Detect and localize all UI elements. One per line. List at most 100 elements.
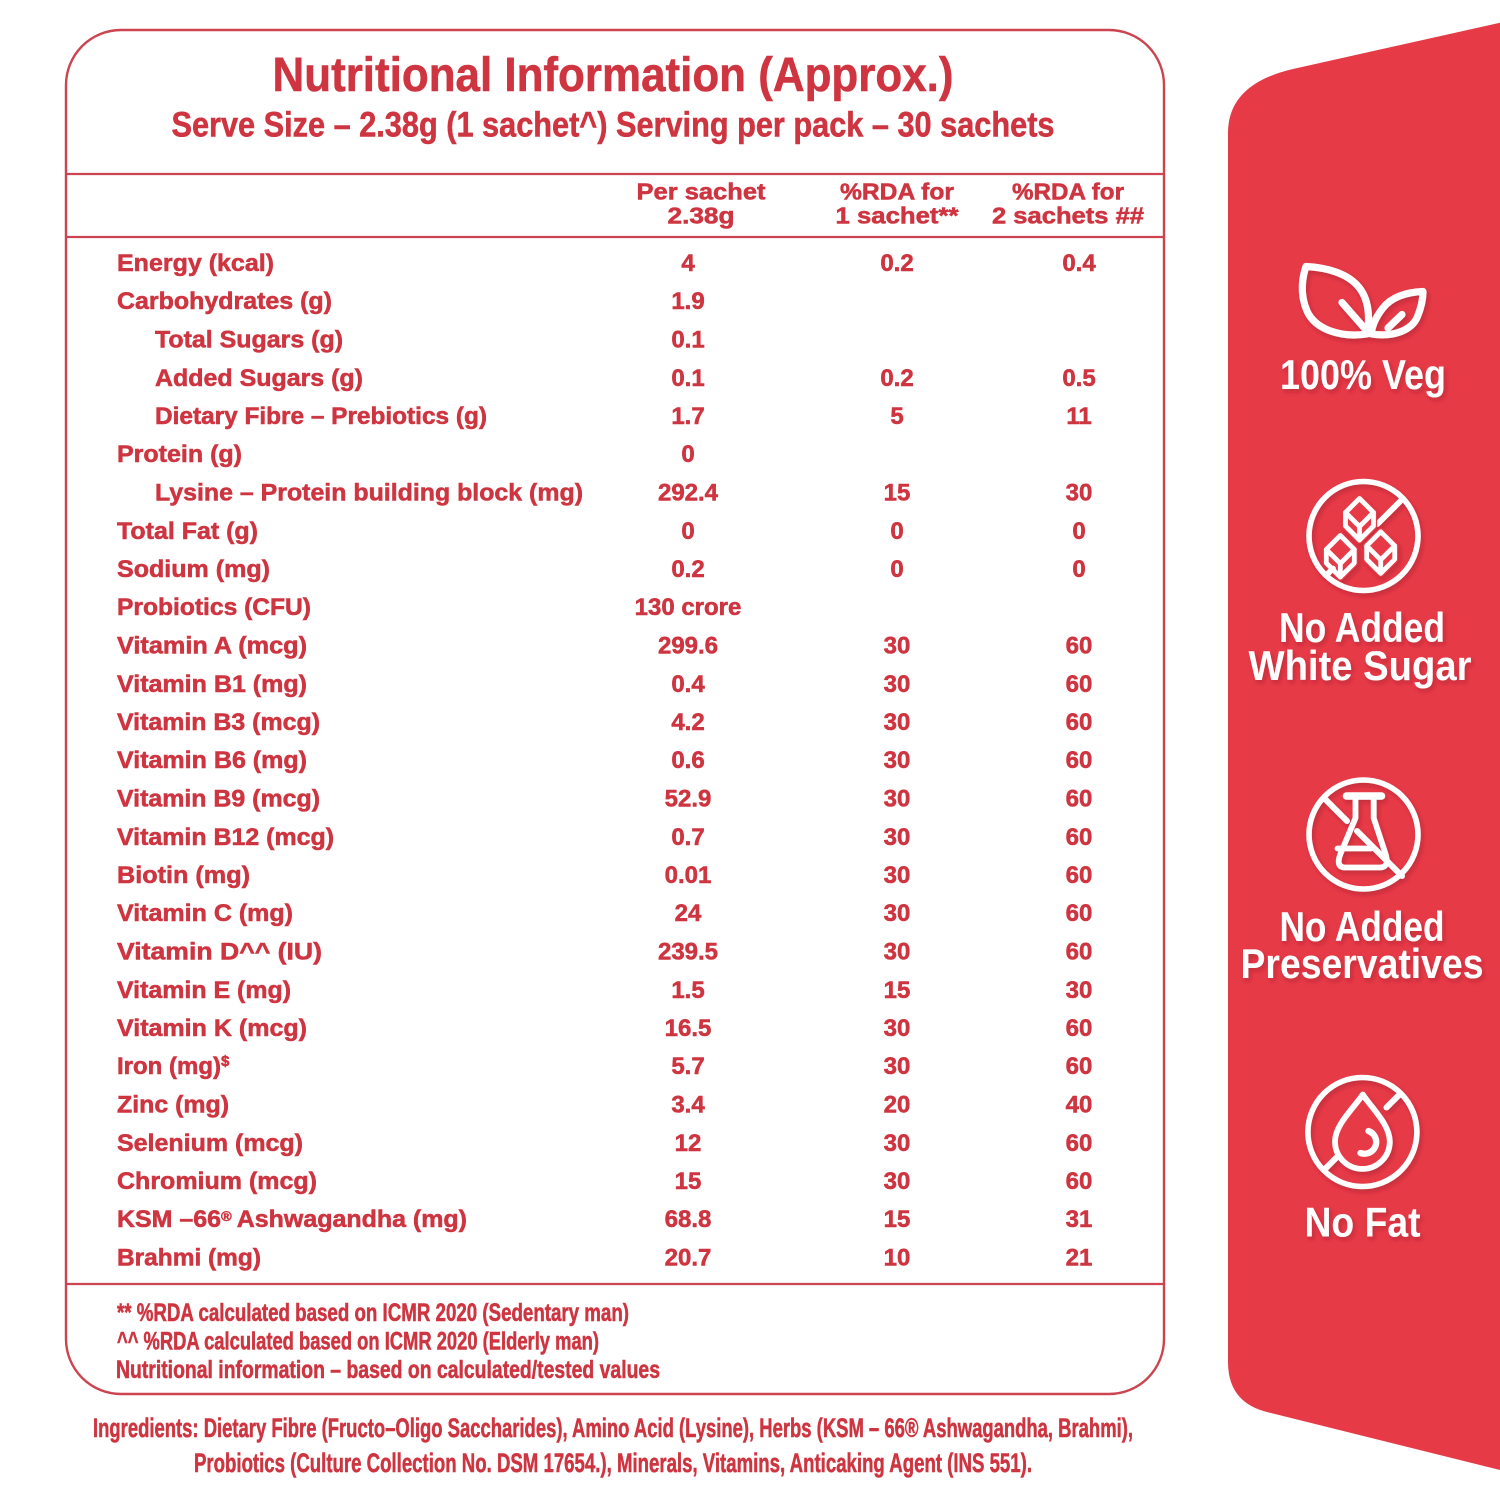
svg-text:60: 60 [1066, 671, 1093, 698]
svg-text:Brahmi (mg): Brahmi (mg) [117, 1245, 261, 1272]
svg-text:16.5: 16.5 [665, 1015, 712, 1042]
svg-text:Sodium (mg): Sodium (mg) [117, 556, 270, 583]
svg-text:0.2: 0.2 [880, 250, 913, 277]
svg-text:1.7: 1.7 [671, 403, 704, 430]
svg-text:0: 0 [681, 441, 694, 468]
svg-text:30: 30 [884, 747, 911, 774]
svg-text:Chromium (mcg): Chromium (mcg) [117, 1168, 317, 1195]
svg-text:31: 31 [1066, 1206, 1093, 1233]
svg-text:Probiotics (Culture Collection: Probiotics (Culture Collection No. DSM 1… [194, 1448, 1032, 1478]
svg-text:Ingredients: Dietary Fibre (Fr: Ingredients: Dietary Fibre (Fructo–Oligo… [93, 1413, 1133, 1443]
svg-text:0.2: 0.2 [880, 365, 913, 392]
svg-text:30: 30 [884, 939, 911, 966]
svg-text:Serve Size – 2.38g (1 sachet^): Serve Size – 2.38g (1 sachet^) Serving p… [172, 106, 1055, 145]
svg-text:3.4: 3.4 [671, 1092, 705, 1119]
svg-text:0.1: 0.1 [671, 365, 704, 392]
svg-text:11: 11 [1066, 403, 1091, 430]
svg-text:0.2: 0.2 [671, 556, 704, 583]
svg-text:Vitamin A (mcg): Vitamin A (mcg) [117, 633, 307, 660]
svg-text:60: 60 [1066, 1168, 1093, 1195]
svg-text:20.7: 20.7 [665, 1245, 712, 1272]
svg-text:0.4: 0.4 [671, 671, 705, 698]
svg-text:21: 21 [1066, 1245, 1093, 1272]
svg-text:Energy (kcal): Energy (kcal) [117, 250, 274, 277]
svg-text:0.6: 0.6 [671, 747, 704, 774]
svg-text:Nutritional Information (Appro: Nutritional Information (Approx.) [273, 49, 954, 102]
svg-text:0: 0 [1072, 518, 1085, 545]
svg-text:1.9: 1.9 [671, 288, 704, 315]
svg-text:Vitamin B9 (mcg): Vitamin B9 (mcg) [117, 786, 320, 813]
svg-text:5: 5 [890, 403, 903, 430]
svg-text:0.5: 0.5 [1062, 365, 1095, 392]
svg-text:0.1: 0.1 [671, 327, 704, 354]
svg-text:0.4: 0.4 [1062, 250, 1096, 277]
svg-text:30: 30 [884, 862, 911, 889]
svg-text:** %RDA calculated based on IC: ** %RDA calculated based on ICMR 2020 (S… [117, 1299, 629, 1327]
svg-text:15: 15 [884, 1206, 911, 1233]
svg-text:Lysine – Protein building bloc: Lysine – Protein building block (mg) [155, 480, 583, 507]
svg-text:40: 40 [1066, 1092, 1093, 1119]
svg-text:60: 60 [1066, 1130, 1093, 1157]
svg-text:30: 30 [884, 1015, 911, 1042]
svg-text:30: 30 [884, 824, 911, 851]
svg-text:292.4: 292.4 [658, 480, 719, 507]
svg-text:24: 24 [675, 900, 702, 927]
svg-text:Probiotics (CFU): Probiotics (CFU) [117, 594, 311, 621]
svg-text:Vitamin E (mg): Vitamin E (mg) [117, 977, 291, 1004]
svg-text:%RDA for: %RDA for [840, 179, 954, 205]
svg-text:Preservatives: Preservatives [1241, 940, 1484, 987]
svg-text:60: 60 [1066, 709, 1093, 736]
svg-text:60: 60 [1066, 633, 1093, 660]
svg-text:30: 30 [1066, 480, 1093, 507]
svg-text:60: 60 [1066, 862, 1093, 889]
svg-text:Carbohydrates (g): Carbohydrates (g) [117, 288, 332, 315]
svg-text:100% Veg: 100% Veg [1280, 351, 1446, 398]
svg-text:52.9: 52.9 [665, 786, 712, 813]
svg-text:30: 30 [884, 633, 911, 660]
svg-text:60: 60 [1066, 939, 1093, 966]
svg-text:No Added: No Added [1279, 604, 1445, 651]
svg-text:15: 15 [675, 1168, 702, 1195]
svg-text:299.6: 299.6 [658, 633, 718, 660]
svg-text:White Sugar: White Sugar [1249, 642, 1472, 689]
svg-text:0.7: 0.7 [671, 824, 704, 851]
svg-text:KSM –66® Ashwagandha (mg): KSM –66 ® Ashwagandha (mg) [117, 1206, 467, 1233]
svg-text:130 crore: 130 crore [635, 594, 742, 621]
svg-text:2 sachets ##: 2 sachets ## [992, 203, 1144, 229]
svg-text:60: 60 [1066, 1053, 1093, 1080]
svg-text:30: 30 [884, 709, 911, 736]
svg-text:Selenium (mcg): Selenium (mcg) [117, 1130, 303, 1157]
svg-text:239.5: 239.5 [658, 939, 718, 966]
svg-text:60: 60 [1066, 786, 1093, 813]
svg-text:12: 12 [675, 1130, 702, 1157]
svg-text:0.01: 0.01 [665, 862, 712, 889]
svg-text:60: 60 [1066, 747, 1093, 774]
svg-text:Per sachet: Per sachet [637, 179, 766, 205]
svg-text:Vitamin B12 (mcg): Vitamin B12 (mcg) [117, 824, 334, 851]
svg-text:No Added: No Added [1280, 903, 1445, 950]
svg-text:Total Sugars (g): Total Sugars (g) [155, 327, 343, 354]
svg-text:4: 4 [681, 250, 695, 277]
svg-text:68.8: 68.8 [665, 1206, 712, 1233]
svg-text:^^ %RDA calculated based on IC: ^^ %RDA calculated based on ICMR 2020 (E… [117, 1328, 599, 1356]
svg-text:Vitamin B3 (mcg): Vitamin B3 (mcg) [117, 709, 320, 736]
svg-text:30: 30 [884, 1168, 911, 1195]
svg-text:Protein (g): Protein (g) [117, 441, 242, 468]
svg-text:30: 30 [884, 1130, 911, 1157]
svg-text:60: 60 [1066, 1015, 1093, 1042]
svg-text:30: 30 [884, 786, 911, 813]
svg-text:0: 0 [890, 518, 903, 545]
svg-text:10: 10 [884, 1245, 911, 1272]
svg-text:Zinc (mg): Zinc (mg) [117, 1092, 229, 1119]
svg-text:No Fat: No Fat [1305, 1199, 1421, 1246]
svg-text:30: 30 [1066, 977, 1093, 1004]
svg-text:15: 15 [884, 480, 911, 507]
svg-text:30: 30 [884, 1053, 911, 1080]
svg-text:0: 0 [890, 556, 903, 583]
svg-text:Vitamin D^^ (IU): Vitamin D^^ (IU) [117, 939, 322, 966]
svg-text:5.7: 5.7 [671, 1053, 704, 1080]
svg-text:Total Fat (g): Total Fat (g) [117, 518, 258, 545]
svg-text:60: 60 [1066, 900, 1093, 927]
svg-text:2.38g: 2.38g [668, 203, 735, 229]
svg-text:20: 20 [884, 1092, 911, 1119]
